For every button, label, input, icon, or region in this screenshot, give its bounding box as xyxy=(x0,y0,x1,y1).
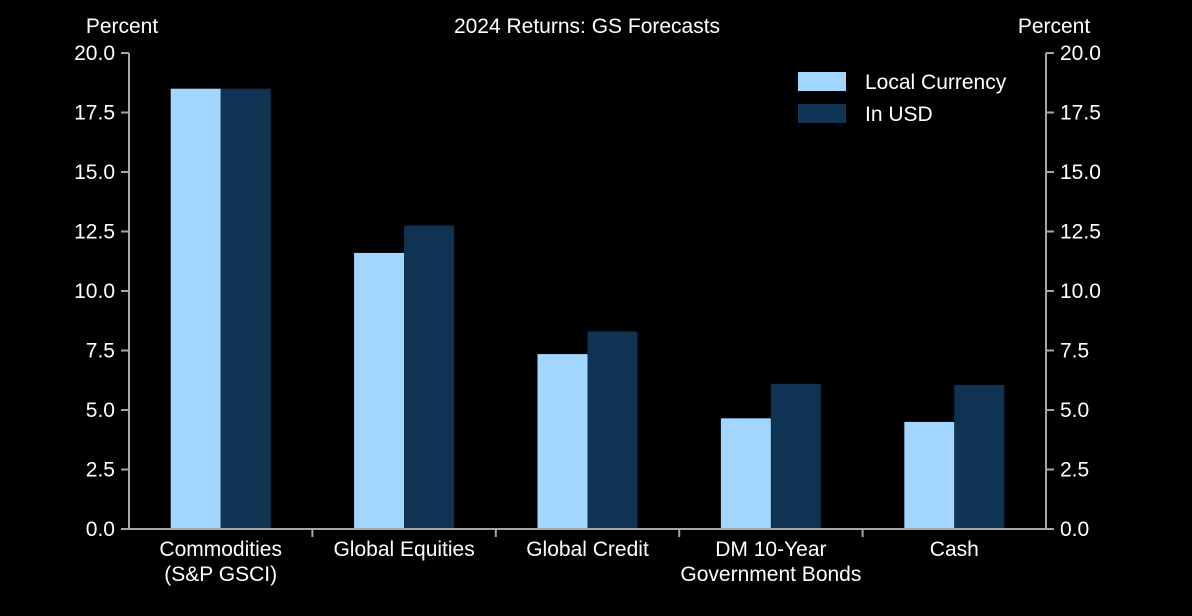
x-tick-label-4: Cash xyxy=(930,538,979,561)
left-y-tick-label: 7.5 xyxy=(86,340,115,363)
x-tick-labels: Commodities (S&P GSCI) Global Equities Glob… xyxy=(159,538,978,586)
bar-in-usd-0 xyxy=(220,88,271,529)
x-tick-label-line: Global Equities xyxy=(333,538,474,561)
right-axis-label: Percent xyxy=(1018,15,1091,38)
chart-title: 2024 Returns: GS Forecasts xyxy=(454,15,720,38)
x-tick-label-line: Government Bonds xyxy=(680,563,861,586)
right-y-tick-label: 15.0 xyxy=(1060,161,1101,184)
legend-label-0: Local Currency xyxy=(865,71,1007,94)
right-y-tick-label: 5.0 xyxy=(1060,399,1089,422)
legend: Local Currency In USD xyxy=(798,71,1007,126)
x-tick-label-line: Cash xyxy=(930,538,979,561)
axes-group: 0.0 0.0 2.5 2.5 5.0 5.0 7.5 7.5 10.0 10.0 12.5 12.5… xyxy=(74,42,1101,541)
bar-in-usd-2 xyxy=(587,331,638,529)
right-y-tick-label: 10.0 xyxy=(1060,280,1101,303)
bar-local-currency-4 xyxy=(904,421,955,529)
left-y-tick-label: 2.5 xyxy=(86,459,115,482)
left-y-tick-label: 5.0 xyxy=(86,399,115,422)
x-tick-label-line: DM 10-Year xyxy=(715,538,826,561)
right-y-tick-label: 12.5 xyxy=(1060,221,1101,244)
left-y-tick-label: 10.0 xyxy=(74,280,115,303)
bar-local-currency-3 xyxy=(720,418,771,529)
x-tick-label-3: DM 10-Year Government Bonds xyxy=(680,538,861,586)
x-tick-label-1: Global Equities xyxy=(333,538,474,561)
right-y-tick-label: 20.0 xyxy=(1060,42,1101,65)
right-y-tick-label: 17.5 xyxy=(1060,102,1101,125)
x-tick-label-line: Commodities xyxy=(159,538,282,561)
x-tick-label-2: Global Credit xyxy=(526,538,649,561)
left-y-tick-label: 15.0 xyxy=(74,161,115,184)
left-y-tick-label: 12.5 xyxy=(74,221,115,244)
x-tick-label-0: Commodities (S&P GSCI) xyxy=(159,538,282,586)
right-y-tick-label: 7.5 xyxy=(1060,340,1089,363)
x-tick-label-line: (S&P GSCI) xyxy=(164,563,277,586)
right-y-tick-label: 0.0 xyxy=(1060,518,1089,541)
bar-in-usd-4 xyxy=(954,385,1005,529)
bar-local-currency-0 xyxy=(170,88,221,529)
x-tick-label-line: Global Credit xyxy=(526,538,649,561)
bars-group xyxy=(170,88,1005,530)
left-y-tick-label: 0.0 xyxy=(86,518,115,541)
left-axis-label: Percent xyxy=(86,15,159,38)
legend-swatch-0 xyxy=(798,72,846,91)
right-y-tick-label: 2.5 xyxy=(1060,459,1089,482)
legend-swatch-1 xyxy=(798,104,846,123)
bar-in-usd-3 xyxy=(770,383,821,529)
left-y-tick-label: 20.0 xyxy=(74,42,115,65)
bar-local-currency-1 xyxy=(354,252,405,530)
left-y-tick-label: 17.5 xyxy=(74,102,115,125)
bar-local-currency-2 xyxy=(537,354,588,529)
bar-in-usd-1 xyxy=(404,225,455,530)
legend-label-1: In USD xyxy=(865,103,933,126)
